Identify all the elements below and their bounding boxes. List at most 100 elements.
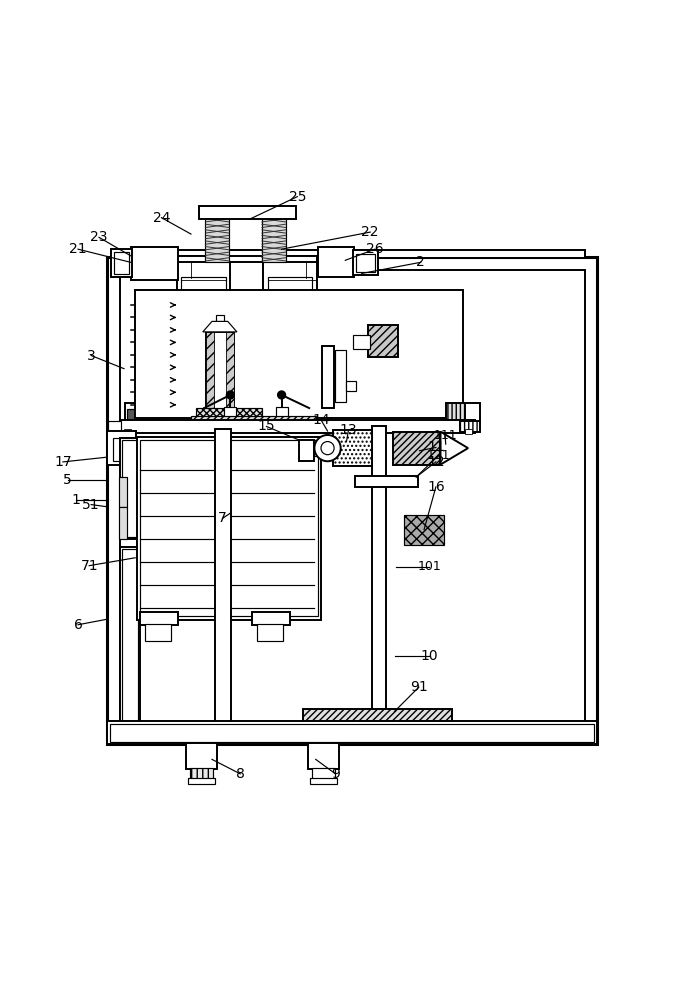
Bar xyxy=(114,252,129,274)
Bar xyxy=(310,778,337,784)
Text: 121: 121 xyxy=(427,449,450,462)
Text: 6: 6 xyxy=(74,618,83,632)
Bar xyxy=(205,218,229,262)
Bar xyxy=(120,270,585,731)
Bar xyxy=(191,416,316,423)
Bar xyxy=(120,420,475,433)
Bar xyxy=(334,430,371,466)
Bar xyxy=(355,476,417,487)
Bar xyxy=(368,325,398,357)
Bar xyxy=(181,277,226,303)
Bar xyxy=(131,247,178,280)
Bar xyxy=(460,421,480,432)
Text: 1: 1 xyxy=(72,493,81,507)
Text: 14: 14 xyxy=(312,413,330,427)
Bar xyxy=(256,624,283,641)
Bar xyxy=(446,403,465,420)
Text: 12: 12 xyxy=(427,455,445,469)
Text: 9: 9 xyxy=(331,767,340,781)
Bar xyxy=(108,421,121,432)
Bar xyxy=(224,407,235,417)
Text: 13: 13 xyxy=(340,423,357,437)
Circle shape xyxy=(278,391,285,399)
Text: 3: 3 xyxy=(87,349,96,363)
Bar xyxy=(137,437,321,620)
Bar xyxy=(186,743,218,769)
Bar xyxy=(125,403,480,421)
Bar xyxy=(196,408,262,420)
Text: 11: 11 xyxy=(427,440,445,454)
Circle shape xyxy=(315,435,341,461)
Bar xyxy=(187,778,215,784)
Bar xyxy=(346,381,356,391)
Bar xyxy=(135,290,464,418)
Bar xyxy=(353,250,378,275)
Bar xyxy=(465,429,472,434)
Bar xyxy=(416,735,443,743)
Bar xyxy=(124,429,131,434)
Bar xyxy=(206,332,214,409)
Bar xyxy=(308,735,334,743)
Text: 8: 8 xyxy=(236,767,245,781)
Text: 51: 51 xyxy=(82,498,100,512)
Circle shape xyxy=(321,442,334,455)
Bar xyxy=(107,431,137,465)
Bar xyxy=(120,547,140,731)
Bar xyxy=(322,346,334,408)
Bar xyxy=(135,404,464,420)
Text: 23: 23 xyxy=(90,230,108,244)
Text: 21: 21 xyxy=(69,242,87,256)
Text: 17: 17 xyxy=(54,455,72,469)
Text: 7: 7 xyxy=(218,511,227,525)
Bar xyxy=(252,612,290,625)
Bar xyxy=(120,250,585,258)
Bar xyxy=(216,315,224,323)
Bar xyxy=(276,407,288,417)
Polygon shape xyxy=(440,432,468,465)
Bar xyxy=(263,256,317,308)
Bar xyxy=(393,432,440,465)
Bar xyxy=(199,206,296,219)
Polygon shape xyxy=(202,321,237,332)
Bar xyxy=(127,409,159,420)
Text: 10: 10 xyxy=(421,649,438,663)
Bar xyxy=(419,721,439,736)
Bar xyxy=(114,438,130,461)
Bar xyxy=(176,256,317,262)
Bar xyxy=(215,429,231,727)
Bar xyxy=(122,440,137,537)
Bar xyxy=(308,743,339,769)
Text: 26: 26 xyxy=(366,242,384,256)
Bar xyxy=(404,515,444,545)
Bar xyxy=(312,768,335,780)
Text: 16: 16 xyxy=(427,480,445,494)
Text: 101: 101 xyxy=(417,560,441,573)
Text: 22: 22 xyxy=(361,225,379,239)
Bar xyxy=(145,624,171,641)
Bar xyxy=(122,549,137,729)
Text: 25: 25 xyxy=(289,190,306,204)
Bar xyxy=(262,218,285,262)
Bar xyxy=(229,261,263,308)
Bar xyxy=(140,440,317,616)
Bar xyxy=(268,277,313,303)
Bar xyxy=(371,426,386,711)
Bar xyxy=(176,256,231,308)
Bar xyxy=(107,257,597,744)
Bar xyxy=(335,350,346,402)
Text: 71: 71 xyxy=(81,559,98,573)
Bar xyxy=(107,721,597,744)
Bar xyxy=(311,721,331,736)
Bar xyxy=(111,249,132,277)
Bar xyxy=(226,332,234,409)
Text: 24: 24 xyxy=(153,211,170,225)
Text: 91: 91 xyxy=(410,680,428,694)
Text: 2: 2 xyxy=(417,255,425,269)
Bar xyxy=(206,332,234,409)
Text: 15: 15 xyxy=(258,419,275,433)
Bar xyxy=(140,612,179,625)
Bar xyxy=(313,440,329,456)
Bar xyxy=(120,438,140,539)
Bar xyxy=(356,254,375,272)
Bar xyxy=(119,477,127,507)
